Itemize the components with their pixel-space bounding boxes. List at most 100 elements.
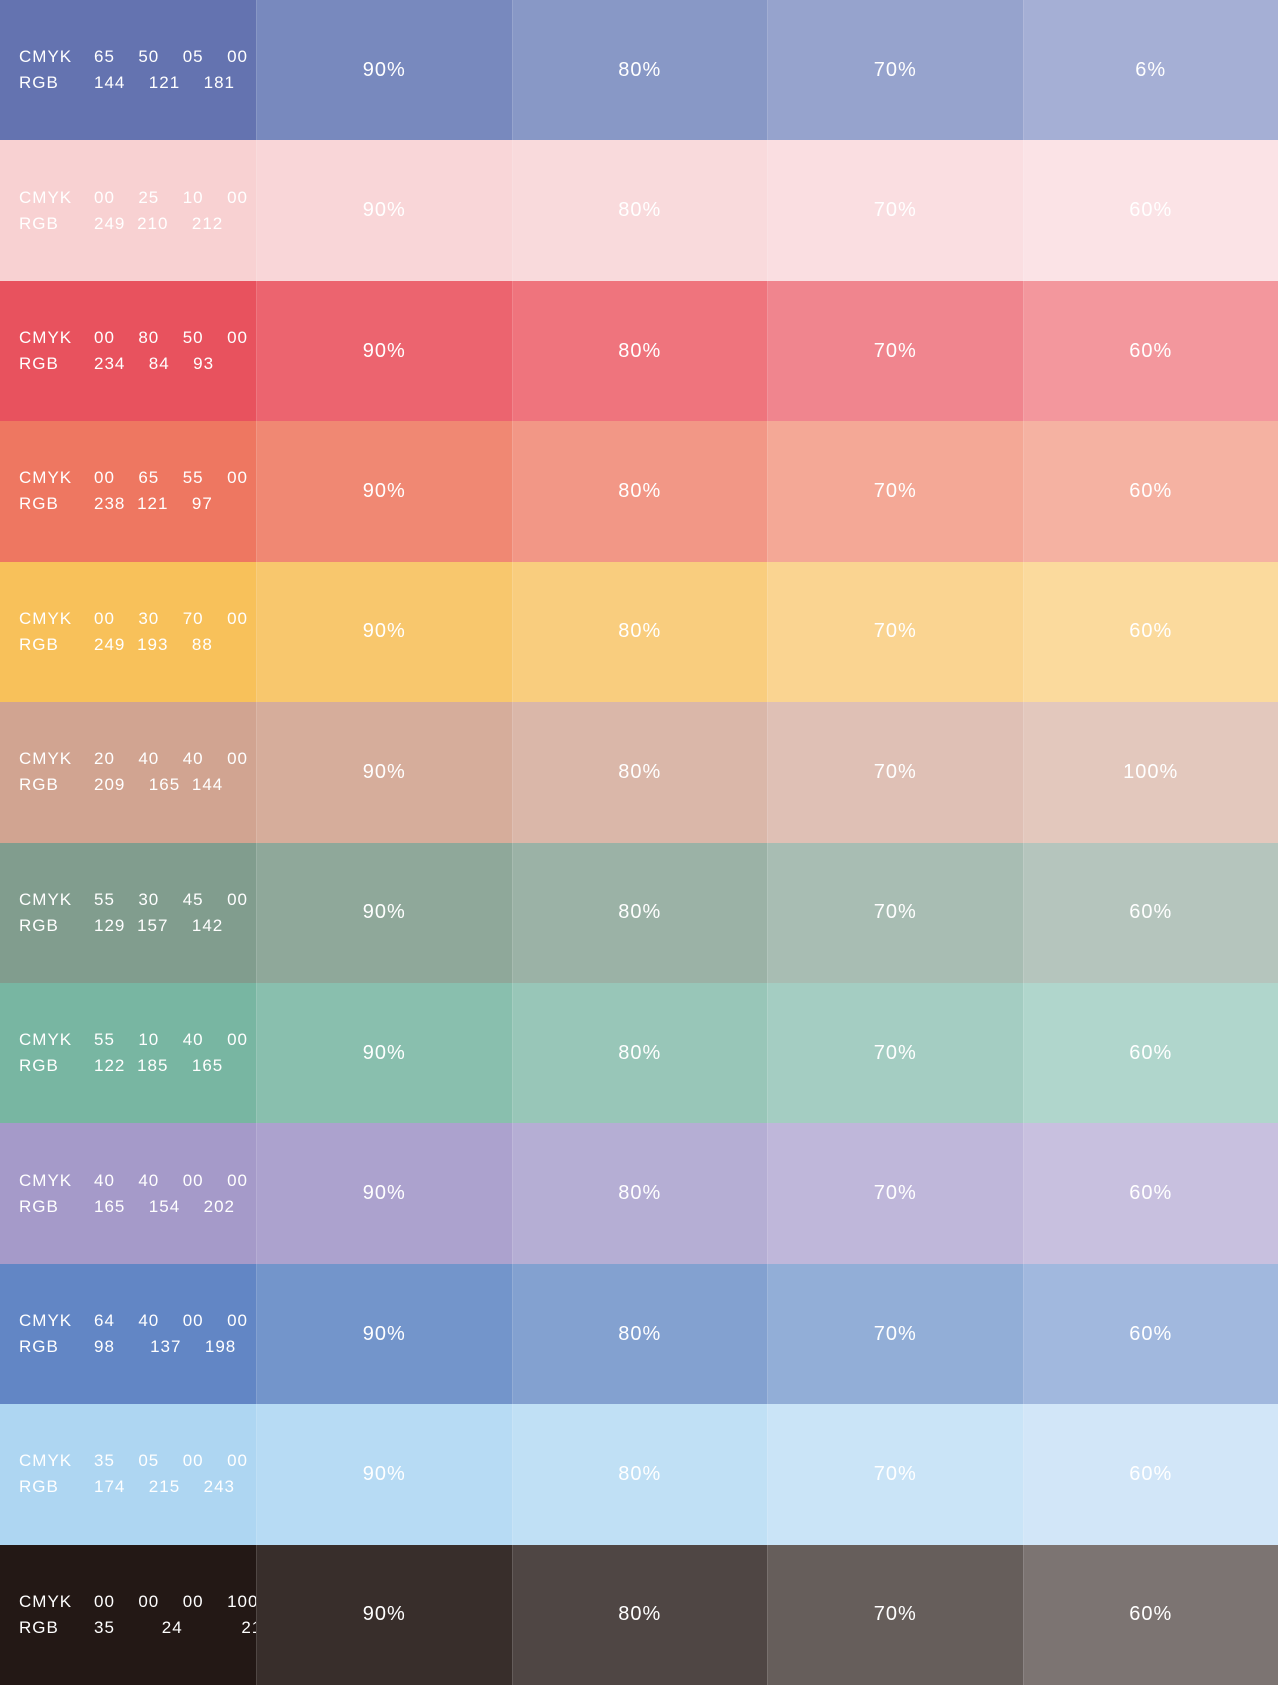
rgb-label: RGB — [19, 775, 59, 795]
base-color-swatch: CMYK 00 80 50 00 RGB 234 84 93 — [0, 280, 256, 422]
tint-swatch: 70% — [767, 280, 1023, 422]
swatch-row: CMYK 00 00 00 100 RGB 35 24 21 90% 80% 70% 60% — [0, 1544, 1280, 1685]
tint-percent-label: 70% — [873, 1322, 917, 1345]
swatch-row: CMYK 40 40 00 00 RGB 165 154 202 90% 80% 70% 60… — [0, 1123, 1280, 1264]
tint-percent-label: 90% — [362, 1182, 406, 1205]
tint-swatch: 90% — [256, 982, 512, 1124]
cmyk-values: 40 40 00 00 — [94, 1170, 248, 1190]
cmyk-label: CMYK — [19, 1591, 73, 1611]
cmyk-label: CMYK — [19, 187, 73, 207]
base-color-swatch: CMYK 00 65 55 00 RGB 238 121 97 — [0, 421, 256, 562]
rgb-values: 144 121 181 — [94, 73, 235, 93]
tint-percent-label: 80% — [618, 1322, 662, 1345]
cmyk-line: CMYK 35 05 00 00 — [19, 1448, 256, 1474]
swatch-row: CMYK 00 80 50 00 RGB 234 84 93 90% 80% 70% 60% — [0, 280, 1280, 422]
tint-swatch: 70% — [767, 982, 1023, 1124]
tint-percent-label: 70% — [873, 339, 917, 362]
tint-swatch: 70% — [767, 702, 1023, 843]
swatch-row: CMYK 35 05 00 00 RGB 174 215 243 90% 80% 70% 60… — [0, 1404, 1280, 1545]
cmyk-label: CMYK — [19, 608, 73, 628]
tint-percent-label: 60% — [1129, 901, 1173, 924]
tint-swatch: 80% — [511, 1404, 767, 1545]
tint-percent-label: 90% — [362, 199, 406, 222]
rgb-values: 174 215 243 — [94, 1477, 235, 1497]
swatch-row: CMYK 00 25 10 00 RGB 249 210 212 90% 80% 70% 60… — [0, 140, 1280, 281]
tint-percent-label: 100% — [1123, 760, 1179, 783]
rgb-values: 122 185 165 — [94, 1056, 224, 1076]
tint-swatch: 60% — [1022, 982, 1280, 1124]
tint-swatch: 90% — [256, 280, 512, 422]
tint-percent-label: 80% — [618, 1182, 662, 1205]
tint-percent-label: 90% — [362, 339, 406, 362]
base-color-swatch: CMYK 40 40 00 00 RGB 165 154 202 — [0, 1123, 256, 1264]
tint-percent-label: 90% — [362, 1041, 406, 1064]
tint-swatch: 90% — [256, 1404, 512, 1545]
rgb-values: 35 24 21 — [94, 1617, 263, 1637]
tint-percent-label: 80% — [618, 760, 662, 783]
cmyk-values: 20 40 40 00 — [94, 749, 248, 769]
rgb-line: RGB 238 121 97 — [19, 491, 256, 517]
tint-swatch: 80% — [511, 0, 767, 141]
base-color-swatch: CMYK 00 25 10 00 RGB 249 210 212 — [0, 140, 256, 281]
tint-percent-label: 60% — [1129, 1041, 1173, 1064]
tint-swatch: 100% — [1022, 702, 1280, 843]
tint-percent-label: 70% — [873, 1603, 917, 1626]
cmyk-values: 00 65 55 00 — [94, 468, 248, 488]
tint-swatch: 80% — [511, 280, 767, 422]
rgb-values: 98 137 198 — [94, 1337, 237, 1356]
tint-swatch: 90% — [256, 842, 512, 983]
cmyk-line: CMYK 65 50 05 00 — [19, 44, 256, 70]
tint-percent-label: 60% — [1129, 339, 1173, 362]
swatch-row: CMYK 00 65 55 00 RGB 238 121 97 90% 80% 70% 60% — [0, 421, 1280, 562]
swatch-row: CMYK 65 50 05 00 RGB 144 121 181 90% 80% 70% 6% — [0, 0, 1280, 141]
tint-swatch: 90% — [256, 1123, 512, 1264]
cmyk-line: CMYK 64 40 00 00 — [19, 1308, 256, 1334]
tint-percent-label: 60% — [1129, 1182, 1173, 1205]
rgb-label: RGB — [19, 354, 59, 374]
tint-swatch: 70% — [767, 1263, 1023, 1405]
tint-swatch: 90% — [256, 0, 512, 141]
base-color-swatch: CMYK 64 40 00 00 RGB 98 137 198 — [0, 1263, 256, 1405]
tint-percent-label: 60% — [1129, 199, 1173, 222]
cmyk-line: CMYK 00 80 50 00 — [19, 325, 256, 351]
swatch-row: CMYK 00 30 70 00 RGB 249 193 88 90% 80% 70% 60% — [0, 561, 1280, 703]
rgb-line: RGB 144 121 181 — [19, 70, 256, 96]
base-color-swatch: CMYK 00 00 00 100 RGB 35 24 21 — [0, 1544, 261, 1685]
tint-swatch: 90% — [256, 702, 512, 843]
tint-swatch: 80% — [511, 561, 767, 703]
tint-swatch: 90% — [256, 1544, 512, 1685]
cmyk-line: CMYK 00 65 55 00 — [19, 465, 256, 491]
rgb-values: 129 157 142 — [94, 915, 224, 935]
cmyk-values: 35 05 00 00 — [94, 1451, 248, 1471]
tint-swatch: 70% — [767, 0, 1023, 141]
tint-percent-label: 80% — [618, 58, 662, 81]
rgb-label: RGB — [19, 1196, 59, 1216]
tint-swatch: 60% — [1022, 1123, 1280, 1264]
cmyk-values: 65 50 05 00 — [94, 47, 248, 67]
rgb-label: RGB — [19, 73, 59, 93]
cmyk-label: CMYK — [19, 1170, 73, 1190]
tint-swatch: 60% — [1022, 561, 1280, 703]
rgb-label: RGB — [19, 915, 59, 935]
tint-percent-label: 80% — [618, 1041, 662, 1064]
cmyk-line: CMYK 55 30 45 00 — [19, 887, 256, 913]
rgb-line: RGB 249 193 88 — [19, 632, 256, 658]
rgb-values: 249 193 88 — [94, 634, 213, 654]
base-color-swatch: CMYK 20 40 40 00 RGB 209 165 144 — [0, 702, 256, 843]
tint-swatch: 70% — [767, 140, 1023, 281]
tint-swatch: 70% — [767, 561, 1023, 703]
tint-swatch: 80% — [511, 842, 767, 983]
tint-swatch: 80% — [511, 1123, 767, 1264]
tint-swatch: 90% — [256, 561, 512, 703]
cmyk-values: 00 30 70 00 — [94, 608, 248, 628]
tint-swatch: 70% — [767, 421, 1023, 562]
base-color-swatch: CMYK 35 05 00 00 RGB 174 215 243 — [0, 1404, 256, 1545]
cmyk-values: 00 00 00 100 — [94, 1591, 259, 1611]
cmyk-line: CMYK 00 00 00 100 — [19, 1589, 259, 1615]
cmyk-line: CMYK 40 40 00 00 — [19, 1168, 256, 1194]
tint-percent-label: 90% — [362, 901, 406, 924]
rgb-line: RGB 122 185 165 — [19, 1053, 256, 1079]
tint-percent-label: 90% — [362, 1322, 406, 1345]
rgb-line: RGB 174 215 243 — [19, 1474, 256, 1500]
